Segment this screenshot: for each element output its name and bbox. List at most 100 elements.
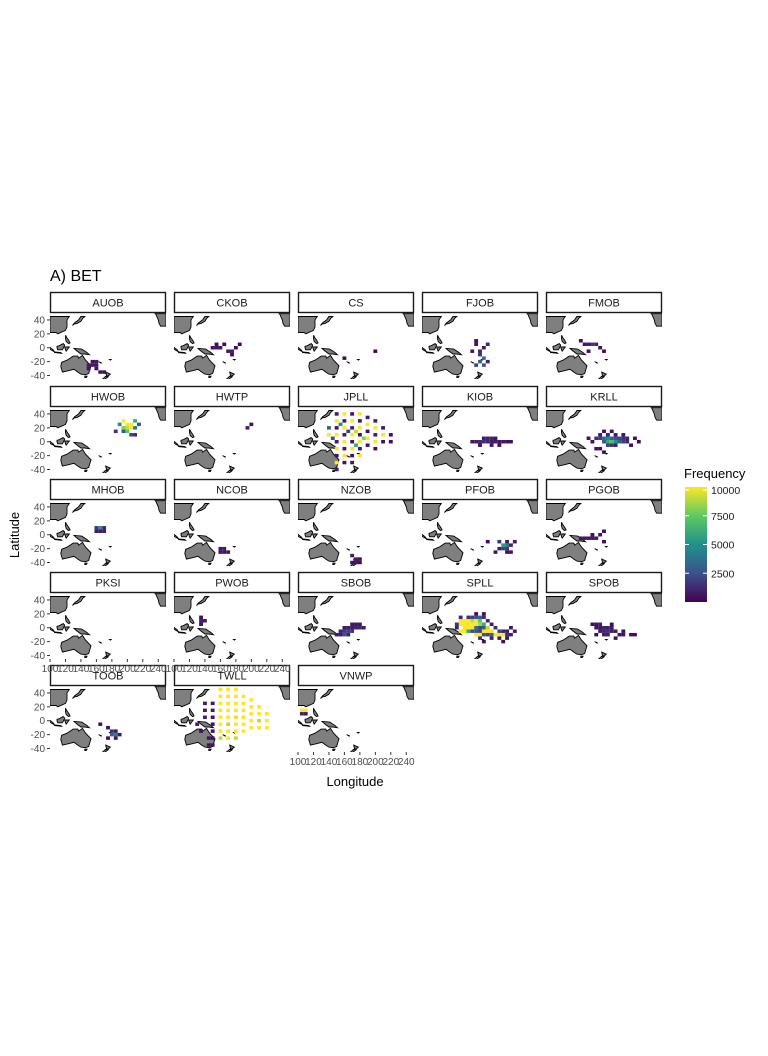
heat-cell (222, 550, 227, 554)
land-polygon (64, 346, 71, 353)
y-tick-label: 0 (39, 437, 45, 448)
heat-cell (590, 536, 595, 540)
heat-cell (226, 708, 231, 713)
land-polygon (346, 734, 350, 737)
land-polygon (188, 719, 195, 726)
heat-cell (481, 632, 486, 637)
heat-cell (505, 550, 509, 554)
heat-cell (474, 342, 479, 346)
land-polygon (312, 346, 319, 353)
y-tick-label: 40 (34, 409, 46, 420)
heat-cell (478, 615, 482, 620)
heat-cell (206, 743, 211, 747)
x-tick-label: 220 (134, 664, 151, 675)
heat-cell (218, 715, 223, 719)
facet-strip (297, 664, 415, 687)
land-polygon (456, 375, 460, 379)
heat-cell (609, 429, 614, 434)
facet-strip-label: SBOB (341, 578, 372, 590)
land-polygon (436, 440, 443, 447)
land-polygon (54, 538, 63, 541)
land-polygon (552, 623, 562, 631)
facet-panel-krll: KRLL (545, 385, 663, 473)
land-polygon (72, 316, 86, 326)
land-polygon (353, 465, 360, 471)
facet-panel-spob: SPOB (545, 571, 663, 659)
heat-cell (617, 436, 622, 440)
heat-cell (210, 722, 215, 726)
heat-cell (342, 626, 347, 630)
facet-strip (49, 478, 167, 501)
land-polygon (64, 719, 71, 726)
land-polygon (568, 534, 587, 543)
heat-cell (493, 550, 498, 554)
land-polygon (456, 469, 460, 473)
land-polygon (432, 541, 464, 563)
heat-cell (361, 626, 366, 630)
heat-cell (226, 715, 231, 719)
land-polygon (561, 614, 567, 625)
heat-cell (481, 626, 486, 630)
land-polygon (568, 596, 582, 606)
heat-cell (481, 440, 486, 444)
heat-cell (210, 715, 215, 719)
land-polygon (444, 503, 458, 513)
heat-cell (605, 433, 610, 437)
facet-strip-label: NZOB (341, 485, 372, 497)
land-polygon (470, 361, 474, 364)
land-polygon (594, 548, 598, 551)
heat-cell (98, 722, 103, 726)
heat-cell (354, 443, 358, 447)
heat-cell (350, 446, 355, 451)
heat-cell (210, 736, 215, 740)
heat-cell (106, 725, 110, 730)
heat-cell (481, 356, 486, 360)
land-polygon (196, 503, 210, 513)
land-polygon (456, 562, 460, 566)
land-polygon (437, 334, 443, 345)
land-polygon (470, 548, 474, 551)
land-polygon (298, 440, 303, 447)
land-polygon (526, 500, 538, 514)
land-polygon (232, 359, 237, 361)
heat-cell (129, 426, 134, 430)
heat-cell (342, 629, 347, 633)
land-polygon (302, 538, 311, 541)
land-polygon (180, 437, 190, 445)
heat-cell (214, 342, 219, 346)
heat-cell (210, 729, 215, 733)
heat-cell (218, 708, 223, 713)
land-polygon (72, 534, 91, 543)
land-polygon (594, 455, 598, 458)
land-polygon (174, 410, 195, 429)
heat-cell (462, 619, 467, 623)
heat-cell (113, 429, 118, 434)
land-polygon (601, 558, 608, 564)
land-polygon (556, 634, 588, 656)
heat-cell (598, 629, 603, 633)
land-polygon (597, 469, 606, 473)
facet-strip (421, 291, 539, 314)
heat-cell (594, 446, 599, 451)
heat-cell (334, 426, 339, 430)
land-polygon (84, 375, 88, 379)
land-polygon (444, 410, 458, 420)
heat-cell (629, 632, 633, 637)
land-polygon (184, 541, 216, 563)
heat-cell (106, 736, 110, 740)
heat-cell (137, 422, 141, 427)
land-polygon (108, 639, 113, 641)
heat-cell (354, 429, 358, 434)
legend-tick-label: 7500 (711, 511, 735, 523)
land-polygon (356, 453, 361, 455)
land-polygon (174, 719, 179, 726)
heat-cell (485, 619, 490, 623)
heat-cell (121, 429, 126, 434)
land-polygon (72, 410, 86, 420)
heat-cell (613, 440, 618, 444)
heat-cell (586, 349, 591, 353)
land-polygon (470, 641, 474, 644)
heat-cell (338, 422, 343, 427)
heat-cell (470, 349, 475, 353)
x-tick-label: 200 (119, 664, 136, 675)
